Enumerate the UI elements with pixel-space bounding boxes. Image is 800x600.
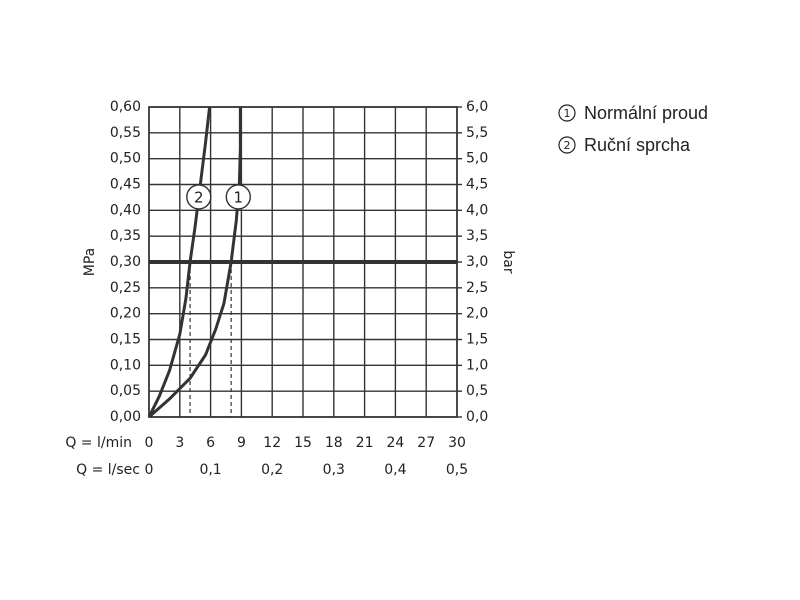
series-marker-label: 2 bbox=[194, 188, 204, 206]
y-tick-label: 0,35 bbox=[110, 228, 141, 244]
y-tick-label: 0,50 bbox=[110, 151, 141, 167]
legend-label: Ruční sprcha bbox=[584, 135, 691, 155]
x-tick-label: 24 bbox=[386, 435, 404, 451]
y-tick-label: 0,00 bbox=[110, 409, 141, 425]
series-marker-circle bbox=[225, 184, 251, 210]
x2-tick-label: 0,5 bbox=[446, 462, 468, 478]
x-tick-label: 30 bbox=[448, 435, 466, 451]
x2-tick-label: 0,1 bbox=[199, 462, 221, 478]
y-tick-label: 0,25 bbox=[110, 280, 141, 296]
legend-circle bbox=[558, 136, 576, 154]
y2-tick-label: 4,5 bbox=[466, 177, 488, 193]
x-axis-title: Q = l/min bbox=[65, 435, 132, 451]
y2-tick-label: 2,0 bbox=[466, 306, 488, 322]
y2-axis-title: bar bbox=[500, 250, 516, 273]
y2-tick-label: 2,5 bbox=[466, 280, 488, 296]
x-tick-label: 0 bbox=[145, 435, 154, 451]
y-tick-label: 0,10 bbox=[110, 357, 141, 373]
line-series bbox=[147, 106, 212, 418]
series-marker-label: 1 bbox=[234, 188, 244, 206]
legend-number: 1 bbox=[564, 107, 571, 120]
x2-axis-title: Q = l/sec bbox=[76, 462, 140, 478]
x2-tick-label: 0,2 bbox=[261, 462, 283, 478]
x2-tick-label: 0,4 bbox=[384, 462, 406, 478]
y-tick-label: 0,40 bbox=[110, 202, 141, 218]
x-tick-label: 9 bbox=[237, 435, 246, 451]
line-series bbox=[148, 107, 242, 419]
legend-circle bbox=[558, 104, 576, 122]
y-tick-label: 0,60 bbox=[110, 99, 141, 115]
y2-tick-label: 5,5 bbox=[466, 125, 488, 141]
x-tick-label: 18 bbox=[325, 435, 343, 451]
x-tick-label: 3 bbox=[175, 435, 184, 451]
y-axis-title: MPa bbox=[82, 248, 98, 276]
x-tick-label: 21 bbox=[356, 435, 374, 451]
y2-tick-label: 6,0 bbox=[466, 99, 488, 115]
x2-tick-label: 0 bbox=[145, 462, 154, 478]
x-tick-label: 6 bbox=[206, 435, 215, 451]
y2-tick-label: 0,0 bbox=[466, 409, 488, 425]
y2-tick-label: 3,0 bbox=[466, 254, 488, 270]
x-tick-label: 12 bbox=[263, 435, 281, 451]
y-tick-label: 0,15 bbox=[110, 332, 141, 348]
y-tick-label: 0,45 bbox=[110, 177, 141, 193]
y-tick-label: 0,05 bbox=[110, 383, 141, 399]
y2-tick-label: 1,0 bbox=[466, 357, 488, 373]
y2-tick-label: 4,0 bbox=[466, 202, 488, 218]
y2-tick-label: 1,5 bbox=[466, 332, 488, 348]
y2-tick-label: 5,0 bbox=[466, 151, 488, 167]
x-tick-label: 15 bbox=[294, 435, 312, 451]
legend-number: 2 bbox=[564, 139, 571, 152]
y2-tick-label: 0,5 bbox=[466, 383, 488, 399]
series-marker-circle bbox=[186, 184, 212, 210]
y-tick-label: 0,30 bbox=[110, 254, 141, 270]
y2-tick-label: 3,5 bbox=[466, 228, 488, 244]
y-tick-label: 0,20 bbox=[110, 306, 141, 322]
x-tick-label: 27 bbox=[417, 435, 435, 451]
y-tick-label: 0,55 bbox=[110, 125, 141, 141]
legend-label: Normální proud bbox=[584, 103, 708, 123]
x2-tick-label: 0,3 bbox=[323, 462, 345, 478]
